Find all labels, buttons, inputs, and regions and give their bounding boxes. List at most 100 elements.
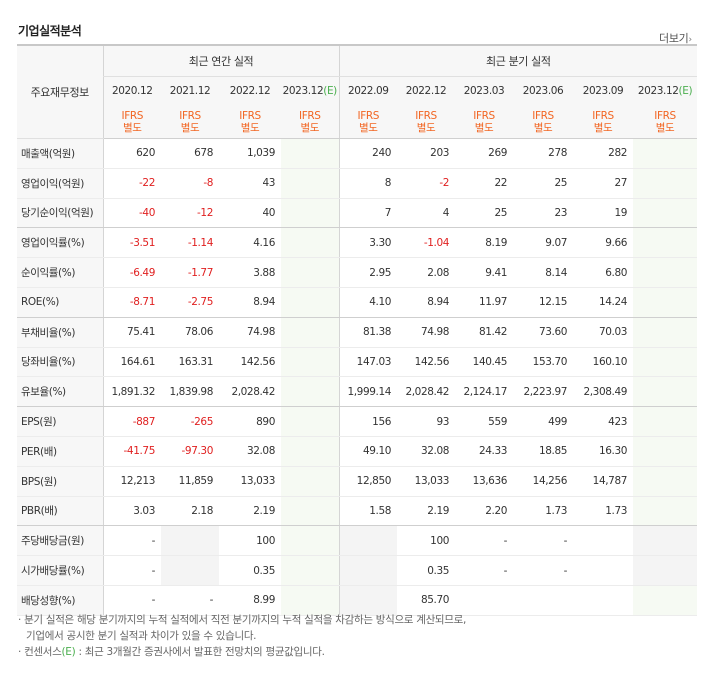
table-cell: 11.97 (455, 287, 514, 318)
table-cell: -41.75 (102, 436, 161, 467)
table-row: PBR(배) 3.03 2.18 2.19 1.58 2.19 2.20 1.73 1.73 (17, 496, 698, 527)
table-cell (633, 168, 698, 199)
table-cell: 19 (573, 198, 634, 229)
row-label: 유보율(%) (17, 376, 103, 408)
table-cell: 74.98 (397, 317, 456, 348)
table-cell (338, 555, 398, 586)
table-cell (633, 257, 698, 288)
table-cell: 32.08 (397, 436, 456, 467)
table-cell (573, 525, 634, 557)
more-label[interactable]: 더보기 (659, 32, 689, 45)
financial-table: 주요재무정보 최근 연간 실적 최근 분기 실적 2020.12 2021.12 2… (17, 44, 698, 616)
table-cell: 8.99 (219, 585, 281, 616)
row-label: PER(배) (17, 436, 103, 467)
table-cell: 81.38 (338, 317, 398, 348)
table-cell (633, 287, 698, 318)
table-cell: -8 (161, 168, 219, 199)
table-cell: - (102, 555, 161, 586)
table-cell: 13,636 (455, 466, 514, 497)
table-cell: 24.33 (455, 436, 514, 467)
table-cell: 43 (219, 168, 281, 199)
period-header-3: 2023.12(E) (281, 76, 340, 105)
table-cell (455, 585, 514, 616)
table-row: 당좌비율(%) 164.61 163.31 142.56 147.03 142.56 140… (17, 347, 698, 378)
table-cell (281, 317, 340, 348)
table-cell: 25 (513, 168, 574, 199)
table-cell: 2.18 (161, 496, 219, 527)
section-title: 기업실적분석 (18, 24, 82, 38)
table-cell: 14.24 (573, 287, 634, 318)
table-cell: -22 (102, 168, 161, 199)
table-cell: -40 (102, 198, 161, 229)
table-cell: 74.98 (219, 317, 281, 348)
period-header-4: 2022.09 (338, 76, 398, 105)
table-row: EPS(원) -887 -265 890 156 93 559 499 423 (17, 406, 698, 437)
table-cell (633, 347, 698, 378)
table-cell: -6.49 (102, 257, 161, 288)
table-cell: 9.66 (573, 227, 634, 259)
table-row: PER(배) -41.75 -97.30 32.08 49.10 32.08 24.33 18… (17, 436, 698, 467)
row-label-header: 주요재무정보 (17, 44, 103, 139)
quarter-group-header: 최근 분기 실적 (338, 44, 698, 77)
footnote-1: · 분기 실적은 해당 분기까지의 누적 실적에서 직전 분기까지의 누적 실적… (18, 614, 467, 626)
table-cell: 499 (513, 406, 574, 437)
table-cell: -887 (102, 406, 161, 437)
table-cell: 0.35 (219, 555, 281, 586)
table-row: 당기순이익(억원) -40 -12 40 7 4 25 23 19 (17, 198, 698, 229)
row-label: ROE(%) (17, 287, 103, 318)
table-row: 영업이익률(%) -3.51 -1.14 4.16 3.30 -1.04 8.19 9.07 9… (17, 227, 698, 259)
period-header-5: 2022.12 (397, 76, 456, 105)
table-cell: 2.19 (219, 496, 281, 527)
table-cell (338, 525, 398, 557)
table-cell (633, 317, 698, 348)
table-cell (281, 198, 340, 229)
standard-header-4: IFRS 별도 (338, 105, 398, 139)
table-cell (281, 466, 340, 497)
table-cell: 32.08 (219, 436, 281, 467)
table-cell: 93 (397, 406, 456, 437)
table-row: BPS(원) 12,213 11,859 13,033 12,850 13,033 13,6… (17, 466, 698, 497)
table-cell: - (455, 525, 514, 557)
table-cell: 678 (161, 138, 219, 169)
table-cell (633, 555, 698, 586)
table-cell: -1.14 (161, 227, 219, 259)
table-row: 매출액(억원) 620 678 1,039 240 203 269 278 282 (17, 138, 698, 169)
table-cell (573, 585, 634, 616)
standard-header-6: IFRS 별도 (455, 105, 514, 139)
standard-header-9: IFRS 별도 (633, 105, 698, 139)
table-cell (633, 466, 698, 497)
table-cell: 8.14 (513, 257, 574, 288)
table-cell: 78.06 (161, 317, 219, 348)
table-cell: - (102, 585, 161, 616)
table-cell: -2.75 (161, 287, 219, 318)
table-cell: 140.45 (455, 347, 514, 378)
row-label: 매출액(억원) (17, 138, 103, 169)
table-cell: 1.73 (513, 496, 574, 527)
table-cell: - (161, 585, 219, 616)
row-label: 영업이익률(%) (17, 227, 103, 259)
footnote-1b: 기업에서 공시한 분기 실적과 차이가 있을 수 있습니다. (26, 630, 257, 642)
table-cell (281, 436, 340, 467)
row-label: 영업이익(억원) (17, 168, 103, 199)
table-cell: 2.95 (338, 257, 398, 288)
table-cell: 2.19 (397, 496, 456, 527)
table-cell (633, 585, 698, 616)
table-cell: -8.71 (102, 287, 161, 318)
table-cell: 9.07 (513, 227, 574, 259)
table-cell: -265 (161, 406, 219, 437)
standard-header-1: IFRS 별도 (161, 105, 219, 139)
table-row: ROE(%) -8.71 -2.75 8.94 4.10 8.94 11.97 12.15 14… (17, 287, 698, 318)
table-cell: 11,859 (161, 466, 219, 497)
table-cell: 13,033 (397, 466, 456, 497)
standard-header-2: IFRS 별도 (219, 105, 281, 139)
table-cell (281, 227, 340, 259)
table-cell: 81.42 (455, 317, 514, 348)
table-cell: 3.30 (338, 227, 398, 259)
table-cell: 2,028.42 (397, 376, 456, 408)
more-link[interactable]: 더보기› (659, 30, 692, 46)
table-cell: 1.73 (573, 496, 634, 527)
table-cell: 890 (219, 406, 281, 437)
table-cell: 1,039 (219, 138, 281, 169)
table-row: 유보율(%) 1,891.32 1,839.98 2,028.42 1,999.14 2,… (17, 376, 698, 408)
standard-header-7: IFRS 별도 (513, 105, 574, 139)
